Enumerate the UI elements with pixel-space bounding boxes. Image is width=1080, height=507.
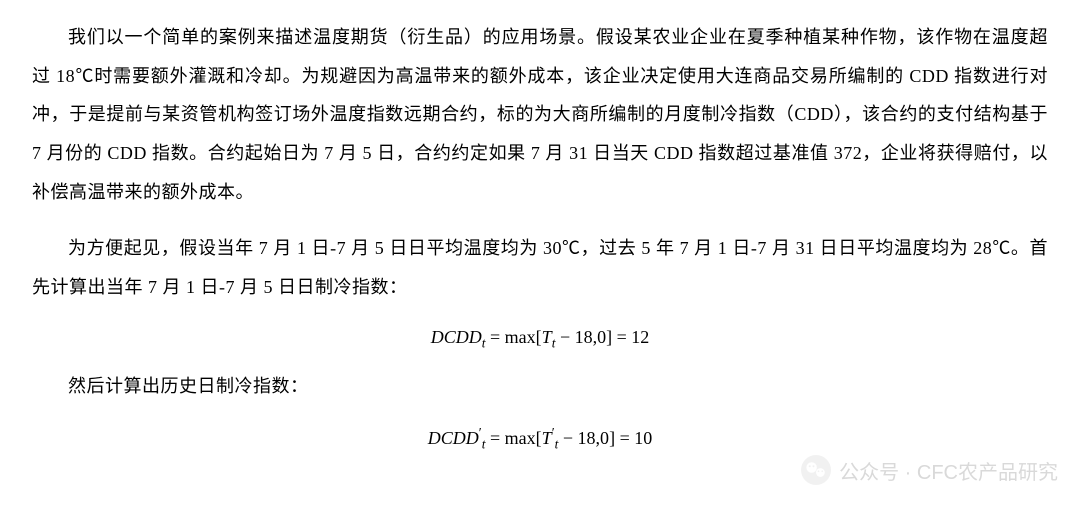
f1-var: T [542,327,552,347]
f1-func: max [505,327,536,347]
f1-eq2: = [617,327,632,347]
paragraph-1: 我们以一个简单的案例来描述温度期货（衍生品）的应用场景。假设某农业企业在夏季种植… [32,18,1048,211]
watermark: 公众号 · CFC农产品研究 [801,455,1058,485]
f1-close: ] [606,327,612,347]
f2-close: ] [609,428,615,448]
document-page: 我们以一个简单的案例来描述温度期货（衍生品）的应用场景。假设某农业企业在夏季种植… [0,0,1080,454]
f2-result: 10 [634,428,652,448]
f2-func: max [505,428,536,448]
f2-lhs-sub: t [482,437,486,452]
formula-1: DCDDt = max[Tt − 18,0] = 12 [32,325,1048,353]
f2-tail: − 18,0 [558,428,609,448]
f1-lhs-base: DCDD [431,327,482,347]
wechat-icon [801,455,831,485]
f1-equals: = [490,327,505,347]
f2-var: T [542,428,552,448]
formula-2: DCDD′t = max[T′t − 18,0] = 10 [32,424,1048,454]
paragraph-2: 为方便起见，假设当年 7 月 1 日-7 月 5 日日平均温度均为 30℃，过去… [32,229,1048,306]
f1-tail: − 18,0 [555,327,606,347]
f2-eq2: = [620,428,635,448]
paragraph-3: 然后计算出历史日制冷指数： [32,367,1048,406]
f2-lhs-base: DCDD [428,428,479,448]
f1-lhs-sub: t [482,335,486,350]
f1-result: 12 [631,327,649,347]
watermark-text: 公众号 · CFC农产品研究 [839,456,1058,485]
f2-equals: = [490,428,505,448]
